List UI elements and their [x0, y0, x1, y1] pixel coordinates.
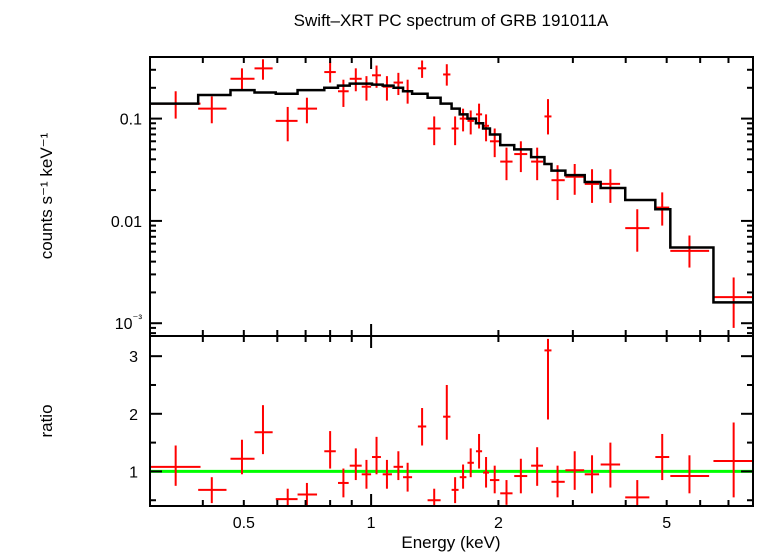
spectrum-point-12 — [382, 76, 392, 101]
spectrum-point-30 — [584, 169, 600, 203]
ratio-point-27 — [544, 338, 552, 420]
spectrum-point-5 — [275, 106, 298, 142]
ratio-point-4 — [254, 405, 273, 455]
spectrum-point-7 — [324, 61, 336, 83]
x-tick-labels: 0.5 1 2 5 — [233, 515, 672, 532]
ratio-point-16 — [427, 488, 441, 505]
spectrum-point-16 — [427, 116, 441, 146]
ratio-point-17 — [443, 384, 451, 440]
spectrum-point-23 — [489, 128, 500, 158]
spectrum-point-18 — [451, 116, 459, 146]
spectrum-data-points — [150, 59, 753, 328]
ratio-point-33 — [655, 433, 670, 481]
ratio-point-1 — [150, 445, 201, 486]
spectrum-point-29 — [565, 163, 585, 195]
ratio-point-26 — [531, 447, 544, 486]
ratio-frame — [149, 335, 754, 507]
ratio-point-19 — [459, 464, 467, 489]
ratio-point-21 — [475, 433, 483, 469]
ratio-point-10 — [361, 459, 372, 489]
ratio-point-15 — [417, 408, 427, 446]
ratio-point-34 — [670, 455, 710, 494]
spectrum-point-15 — [417, 60, 427, 78]
ratio-point-30 — [584, 455, 600, 494]
ratio-point-25 — [514, 458, 528, 494]
spectrum-point-27 — [544, 99, 552, 135]
spectrum-point-26 — [531, 147, 544, 181]
ratio-panel: 1 2 3 0.5 1 2 5 ratio Energy (keV) — [37, 335, 754, 552]
ratio-point-11 — [372, 436, 381, 475]
ratio-point-5 — [275, 488, 298, 505]
spectrum-point-19 — [459, 108, 467, 132]
spectrum-axis-ticks — [149, 56, 754, 336]
x-tick-label: 0.5 — [233, 515, 255, 532]
ratio-point-6 — [297, 482, 318, 505]
spectrum-point-34 — [670, 235, 710, 268]
ratio-point-18 — [451, 477, 459, 504]
spectrum-point-4 — [254, 59, 273, 80]
y-tick-label: 3 — [129, 349, 138, 366]
spectrum-point-3 — [230, 68, 255, 91]
spectrum-y-axis-label: counts s⁻¹ keV⁻¹ — [37, 132, 56, 259]
ratio-point-2 — [198, 477, 227, 504]
ratio-data-points — [150, 338, 753, 505]
spectrum-point-8 — [337, 79, 349, 107]
ratio-point-22 — [483, 457, 489, 488]
ratio-axis-ticks — [149, 336, 754, 506]
spectrum-point-9 — [349, 68, 362, 92]
spectrum-point-13 — [393, 72, 404, 96]
ratio-point-7 — [324, 431, 336, 469]
y-tick-label: 1 — [129, 464, 138, 481]
spectrum-point-25 — [514, 141, 528, 173]
model-curve — [150, 82, 753, 304]
spectrum-point-2 — [198, 96, 227, 124]
ratio-point-14 — [403, 462, 413, 492]
spectrum-point-20 — [467, 110, 474, 135]
ratio-point-35 — [713, 422, 753, 498]
spectrum-point-32 — [625, 209, 650, 252]
spectrum-point-21 — [475, 103, 483, 129]
ratio-point-20 — [467, 448, 474, 478]
spectrum-point-10 — [361, 76, 372, 101]
chart-title: Swift–XRT PC spectrum of GRB 191011A — [294, 11, 609, 30]
ratio-point-12 — [382, 459, 392, 489]
ratio-point-31 — [600, 442, 621, 488]
spectrum-panel: 0.1 0.01 10⁻³ counts s⁻¹ keV⁻¹ — [37, 56, 754, 337]
y-tick-label: 0.01 — [111, 214, 142, 231]
ratio-y-tick-labels: 1 2 3 — [129, 349, 138, 481]
ratio-point-9 — [349, 448, 362, 481]
y-tick-label: 10⁻³ — [115, 313, 143, 333]
spectrum-point-31 — [600, 169, 621, 203]
ratio-point-28 — [551, 465, 565, 498]
spectrum-point-6 — [297, 97, 318, 124]
x-tick-label: 5 — [662, 515, 671, 532]
spectrum-point-17 — [443, 64, 451, 86]
spectrum-point-24 — [500, 147, 513, 181]
spectrum-point-1 — [150, 91, 201, 119]
x-axis-label: Energy (keV) — [401, 533, 500, 552]
x-tick-label: 2 — [494, 515, 503, 532]
ratio-point-23 — [489, 465, 500, 494]
x-tick-label: 1 — [367, 515, 376, 532]
ratio-y-axis-label: ratio — [37, 404, 56, 437]
ratio-point-3 — [230, 439, 255, 475]
ratio-point-32 — [625, 480, 650, 505]
spectrum-y-tick-labels: 0.1 0.01 10⁻³ — [111, 112, 142, 334]
ratio-point-13 — [393, 451, 404, 481]
ratio-point-24 — [500, 480, 513, 505]
y-tick-label: 2 — [129, 407, 138, 424]
y-tick-label: 0.1 — [120, 112, 142, 129]
ratio-point-29 — [565, 451, 585, 490]
ratio-point-8 — [337, 468, 349, 498]
